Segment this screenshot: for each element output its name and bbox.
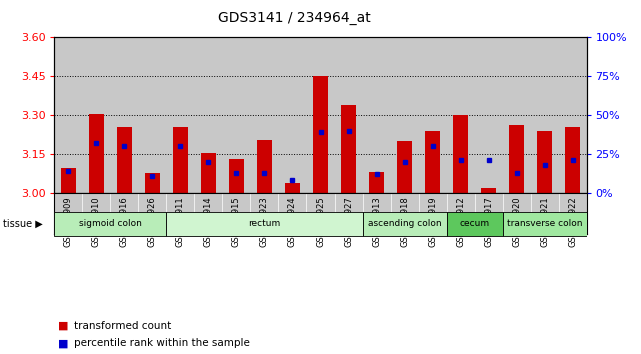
Bar	[509, 125, 524, 193]
Bar	[453, 115, 468, 193]
Bar	[306, 37, 335, 193]
Bar	[474, 37, 503, 193]
Bar	[145, 173, 160, 193]
Text: GSM234922: GSM234922	[568, 196, 577, 247]
Text: GSM234913: GSM234913	[372, 196, 381, 247]
Bar	[537, 131, 552, 193]
Bar	[54, 37, 83, 193]
Bar	[167, 37, 194, 193]
Text: GSM234916: GSM234916	[120, 196, 129, 247]
Bar	[363, 212, 447, 236]
Text: ascending colon: ascending colon	[368, 219, 441, 228]
Bar	[257, 140, 272, 193]
Text: GSM234909: GSM234909	[64, 196, 73, 247]
Bar	[313, 76, 328, 193]
Bar	[201, 153, 216, 193]
Text: transverse colon: transverse colon	[507, 219, 582, 228]
Bar	[565, 127, 580, 193]
Text: GSM234924: GSM234924	[288, 196, 297, 247]
Bar	[447, 37, 474, 193]
Bar	[531, 37, 558, 193]
Bar	[110, 37, 138, 193]
Bar	[251, 37, 278, 193]
Text: GSM234923: GSM234923	[260, 196, 269, 247]
Bar	[369, 172, 384, 193]
Bar	[390, 37, 419, 193]
Text: GSM234920: GSM234920	[512, 196, 521, 247]
Bar	[54, 212, 167, 236]
Bar	[335, 37, 363, 193]
Text: GSM234911: GSM234911	[176, 196, 185, 247]
Bar	[425, 131, 440, 193]
Text: GSM234912: GSM234912	[456, 196, 465, 247]
Text: GSM234926: GSM234926	[148, 196, 157, 247]
Text: GSM234915: GSM234915	[232, 196, 241, 247]
Text: GSM234914: GSM234914	[204, 196, 213, 247]
Bar	[222, 37, 251, 193]
Bar	[363, 37, 390, 193]
Bar	[397, 141, 412, 193]
Text: GSM234910: GSM234910	[92, 196, 101, 247]
Bar	[503, 212, 587, 236]
Text: GSM234925: GSM234925	[316, 196, 325, 247]
Bar	[229, 159, 244, 193]
Bar	[447, 212, 503, 236]
Bar	[61, 168, 76, 193]
Bar	[89, 114, 104, 193]
Bar	[285, 183, 300, 193]
Bar	[138, 37, 167, 193]
Text: GSM234917: GSM234917	[484, 196, 493, 247]
Bar	[419, 37, 447, 193]
Bar	[167, 212, 363, 236]
Text: tissue ▶: tissue ▶	[3, 218, 43, 228]
Bar	[503, 37, 531, 193]
Text: ■: ■	[58, 338, 68, 348]
Text: GDS3141 / 234964_at: GDS3141 / 234964_at	[217, 11, 370, 25]
Text: rectum: rectum	[248, 219, 281, 228]
Text: GSM234921: GSM234921	[540, 196, 549, 247]
Bar	[83, 37, 110, 193]
Bar	[558, 37, 587, 193]
Text: sigmoid colon: sigmoid colon	[79, 219, 142, 228]
Text: transformed count: transformed count	[74, 321, 171, 331]
Text: cecum: cecum	[460, 219, 490, 228]
Bar	[278, 37, 306, 193]
Bar	[173, 127, 188, 193]
Bar	[194, 37, 222, 193]
Text: ■: ■	[58, 321, 68, 331]
Text: GSM234919: GSM234919	[428, 196, 437, 247]
Text: percentile rank within the sample: percentile rank within the sample	[74, 338, 249, 348]
Text: GSM234918: GSM234918	[400, 196, 409, 247]
Bar	[341, 105, 356, 193]
Bar	[481, 188, 496, 193]
Bar	[117, 127, 132, 193]
Text: GSM234927: GSM234927	[344, 196, 353, 247]
